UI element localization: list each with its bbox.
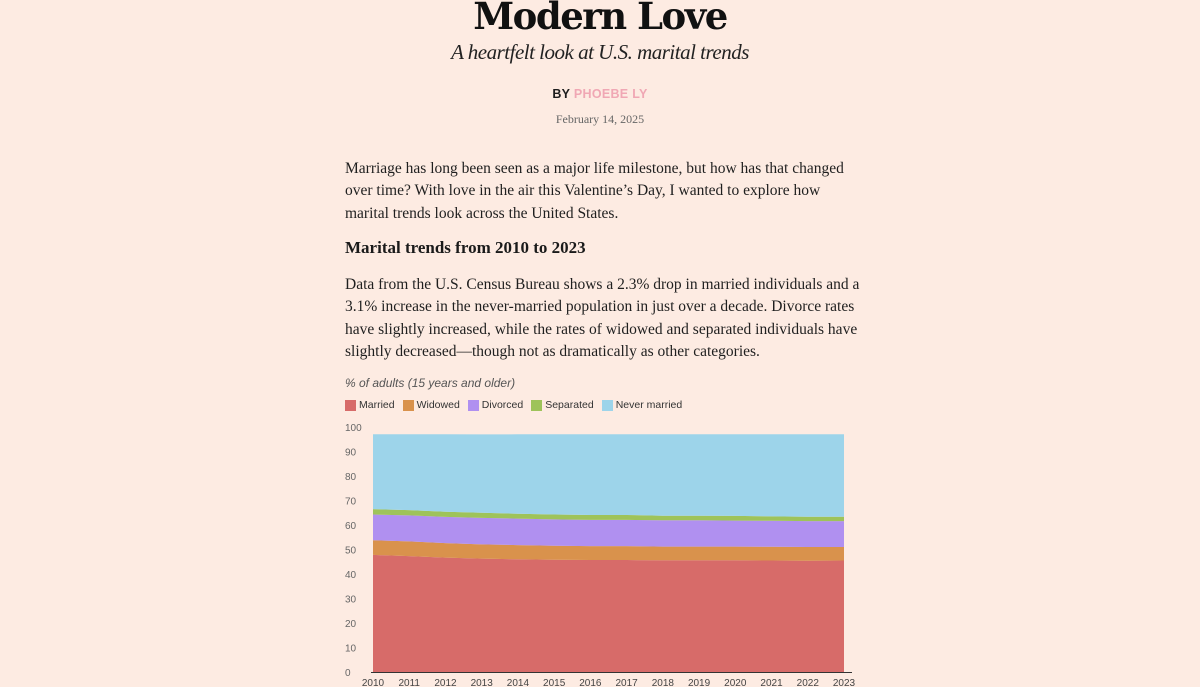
legend-swatch	[345, 399, 356, 411]
intro-paragraph: Marriage has long been seen as a major l…	[345, 160, 844, 222]
legend-item-divorced: Divorced	[467, 399, 524, 411]
area-never-married	[373, 434, 844, 517]
y-tick-label: 10	[345, 644, 357, 655]
legend-label: Divorced	[481, 399, 524, 411]
y-tick-label: 50	[345, 546, 357, 557]
chart-y-label: % of adults (15 years and older)	[345, 376, 516, 390]
chart-legend: Married Widowed Divorced Separated Never mar…	[345, 399, 682, 411]
section-heading: Marital trends from 2010 to 2023	[345, 238, 586, 257]
y-tick-label: 0	[345, 668, 351, 679]
x-tick-label: 2013	[471, 678, 494, 687]
x-tick-label: 2022	[797, 678, 820, 687]
x-tick-label: 2012	[434, 678, 457, 687]
y-tick-label: 30	[345, 595, 357, 606]
legend-item-married: Married	[345, 399, 395, 411]
legend-item-never-married: Never married	[601, 399, 683, 411]
x-tick-label: 2023	[833, 678, 856, 687]
byline-prefix: BY	[552, 87, 571, 101]
area-married	[373, 554, 844, 672]
x-tick-label: 2020	[724, 678, 747, 687]
x-tick-label: 2017	[615, 678, 638, 687]
area-divorced	[373, 514, 844, 547]
legend-item-widowed: Widowed	[402, 399, 460, 411]
y-tick-label: 40	[345, 570, 357, 581]
x-tick-label: 2019	[688, 678, 711, 687]
legend-swatch	[467, 399, 479, 411]
legend-item-separated: Separated	[531, 399, 594, 411]
byline: BY PHOEBE LY	[0, 87, 1200, 101]
legend-swatch	[402, 399, 414, 411]
y-tick-label: 60	[345, 521, 357, 532]
legend-label: Never married	[615, 399, 683, 411]
legend-label: Separated	[545, 399, 594, 411]
legend-swatch	[601, 399, 613, 411]
y-tick-label: 20	[345, 619, 357, 630]
x-tick-label: 2014	[507, 678, 530, 687]
x-tick-label: 2018	[652, 678, 675, 687]
y-tick-label: 80	[345, 472, 357, 483]
area-separated	[373, 509, 844, 522]
stacked-area-chart: 0 10 20 30 40 50 60 70 80 90 100 2010 2011 2012 2013 20…	[345, 423, 856, 687]
author-link[interactable]: PHOEBE LY	[573, 87, 648, 101]
area-widowed	[373, 540, 844, 561]
y-tick-label: 70	[345, 497, 357, 508]
x-tick-label: 2010	[362, 678, 385, 687]
y-tick-label: 90	[345, 448, 357, 459]
publish-date: February 14, 2025	[555, 112, 645, 126]
legend-swatch	[531, 399, 543, 411]
x-tick-label: 2015	[543, 678, 566, 687]
article-subtitle: A heartfelt look at U.S. marital trends	[451, 40, 749, 64]
x-tick-label: 2021	[760, 678, 783, 687]
y-tick-label: 100	[345, 423, 362, 434]
legend-label: Married	[359, 399, 395, 411]
section-paragraph: Data from the U.S. Census Bureau shows a…	[345, 276, 860, 360]
x-tick-label: 2011	[398, 678, 420, 687]
x-tick-label: 2016	[579, 678, 602, 687]
article-title: Modern Love	[473, 0, 728, 38]
legend-label: Widowed	[416, 399, 460, 411]
